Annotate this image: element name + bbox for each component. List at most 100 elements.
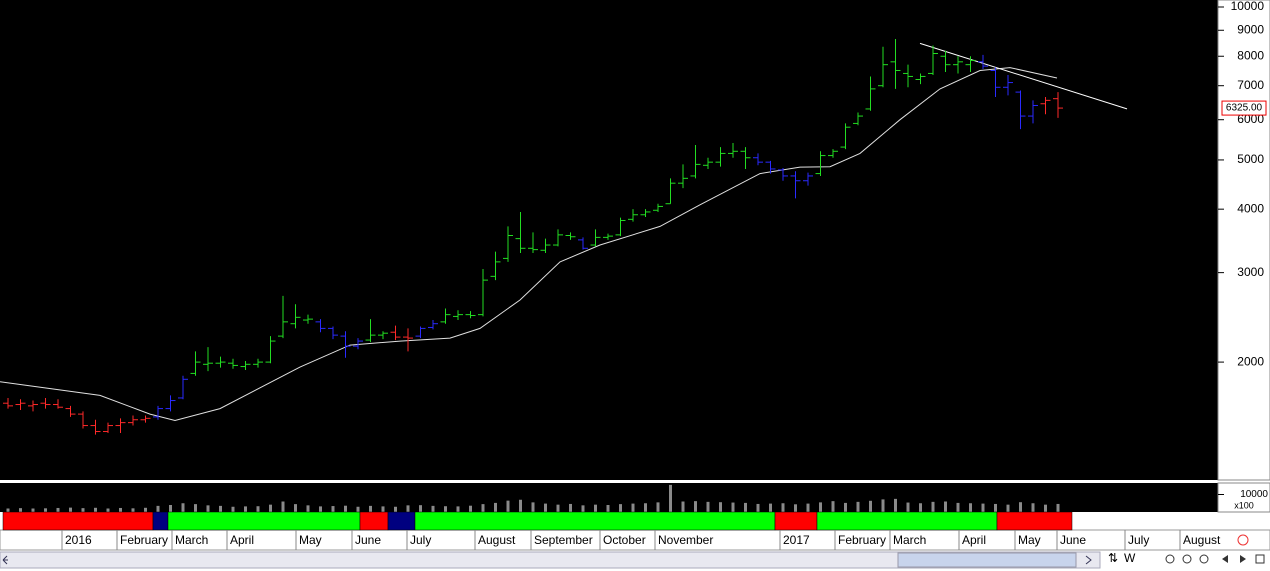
x-tick-label: February	[120, 533, 168, 547]
volume-bar	[556, 504, 560, 512]
volume-bar	[331, 506, 335, 512]
trend-band	[387, 511, 416, 531]
volume-unit: x100	[1234, 500, 1254, 510]
volume-bar	[469, 505, 472, 512]
scrollbar[interactable]	[0, 551, 1101, 569]
volume-axis	[1217, 482, 1270, 513]
volume-bar	[356, 506, 360, 512]
volume-bar	[81, 508, 85, 512]
volume-bar	[119, 507, 122, 512]
volume-bar	[306, 505, 310, 512]
trend-band	[152, 511, 169, 531]
tool-button[interactable]: W	[1124, 551, 1136, 565]
x-tick-label: May	[1018, 533, 1041, 547]
y-tick-label: 5000	[1237, 152, 1264, 166]
volume-bar	[706, 501, 710, 512]
x-tick-label: 2017	[783, 533, 810, 547]
volume-bar	[519, 499, 522, 512]
scroll-right[interactable]	[1085, 555, 1092, 565]
volume-bar	[394, 506, 397, 512]
volume-bar	[919, 503, 922, 512]
volume-bar	[544, 503, 547, 512]
volume-bar	[681, 501, 685, 512]
volume-bar	[969, 503, 972, 512]
x-tick-label: April	[230, 533, 254, 547]
volume-bar	[381, 506, 385, 512]
volume-bar	[1056, 503, 1060, 512]
volume-bar	[256, 506, 260, 512]
x-tick-label: March	[893, 533, 926, 547]
volume-bar	[981, 503, 985, 512]
y-tick-label: 3000	[1237, 265, 1264, 279]
volume-bar	[894, 498, 897, 512]
volume-bar	[31, 508, 35, 512]
trend-band	[167, 511, 361, 531]
volume-bar	[694, 501, 697, 512]
trend-band	[816, 511, 998, 531]
volume-bar	[319, 506, 322, 512]
y-tick-label: 10000	[1231, 0, 1265, 13]
trend-band	[359, 511, 389, 531]
volume-bar	[44, 508, 47, 512]
last-price-label: 6325.00	[1226, 103, 1263, 114]
volume-bar	[206, 505, 210, 512]
price-panel	[0, 0, 1218, 480]
tool-icon[interactable]	[1222, 555, 1228, 563]
toolbar: ⇅ W	[1108, 534, 1265, 565]
moving-average	[0, 67, 1058, 422]
volume-bar	[844, 502, 847, 512]
tool-icon[interactable]: ⇅	[1108, 551, 1118, 565]
x-tick-label: February	[838, 533, 886, 547]
last-price-box	[1221, 100, 1267, 116]
volume-tick-label: 10000	[1240, 489, 1268, 500]
tool-icon[interactable]	[1199, 554, 1209, 564]
volume-bar	[231, 506, 235, 512]
volume-bar	[6, 508, 10, 512]
close-icon[interactable]	[1237, 534, 1249, 546]
volume-bar	[731, 502, 735, 512]
volume-bar	[806, 503, 810, 512]
volume-bar	[369, 505, 372, 512]
tool-icon[interactable]	[1182, 554, 1192, 564]
volume-bar	[419, 505, 422, 512]
volume-bar	[269, 504, 272, 512]
volume-bar	[769, 503, 772, 512]
volume-bar	[344, 505, 347, 512]
volume-bar	[631, 503, 635, 512]
x-tick-label: August	[1183, 533, 1221, 547]
volume-bar	[1044, 504, 1047, 512]
tool-icon[interactable]	[1255, 554, 1265, 564]
tool-icon[interactable]	[1240, 555, 1246, 563]
x-tick-label: 2016	[65, 533, 92, 547]
volume-bar	[756, 503, 760, 512]
volume-bar	[56, 507, 60, 512]
volume-bar	[619, 504, 622, 512]
volume-bar	[644, 503, 647, 512]
volume-bar	[819, 502, 822, 512]
volume-bar	[994, 503, 997, 512]
trend-band	[996, 511, 1073, 531]
volume-bar	[856, 501, 860, 512]
volume-bar	[106, 508, 110, 512]
volume-bar	[744, 502, 747, 512]
volume-bar	[719, 502, 722, 512]
scroll-left[interactable]	[2, 555, 8, 565]
volume-bar	[94, 507, 97, 512]
volume-bar	[606, 505, 610, 512]
volume-bar	[294, 504, 297, 512]
volume-bar	[906, 502, 910, 512]
tool-icon[interactable]	[1165, 554, 1175, 564]
volume-bar	[444, 506, 447, 512]
volume-bar	[69, 507, 72, 512]
x-tick-label: May	[299, 533, 322, 547]
volume-bar	[956, 502, 960, 512]
volume-bar	[456, 506, 460, 512]
x-tick-label: November	[658, 533, 713, 547]
y-tick-label: 2000	[1237, 354, 1264, 368]
volume-bar	[669, 484, 672, 512]
x-tick-label: June	[355, 533, 381, 547]
volume-bar	[1031, 503, 1035, 512]
y-tick-label: 9000	[1237, 22, 1264, 36]
scroll-thumb[interactable]	[897, 552, 1077, 568]
